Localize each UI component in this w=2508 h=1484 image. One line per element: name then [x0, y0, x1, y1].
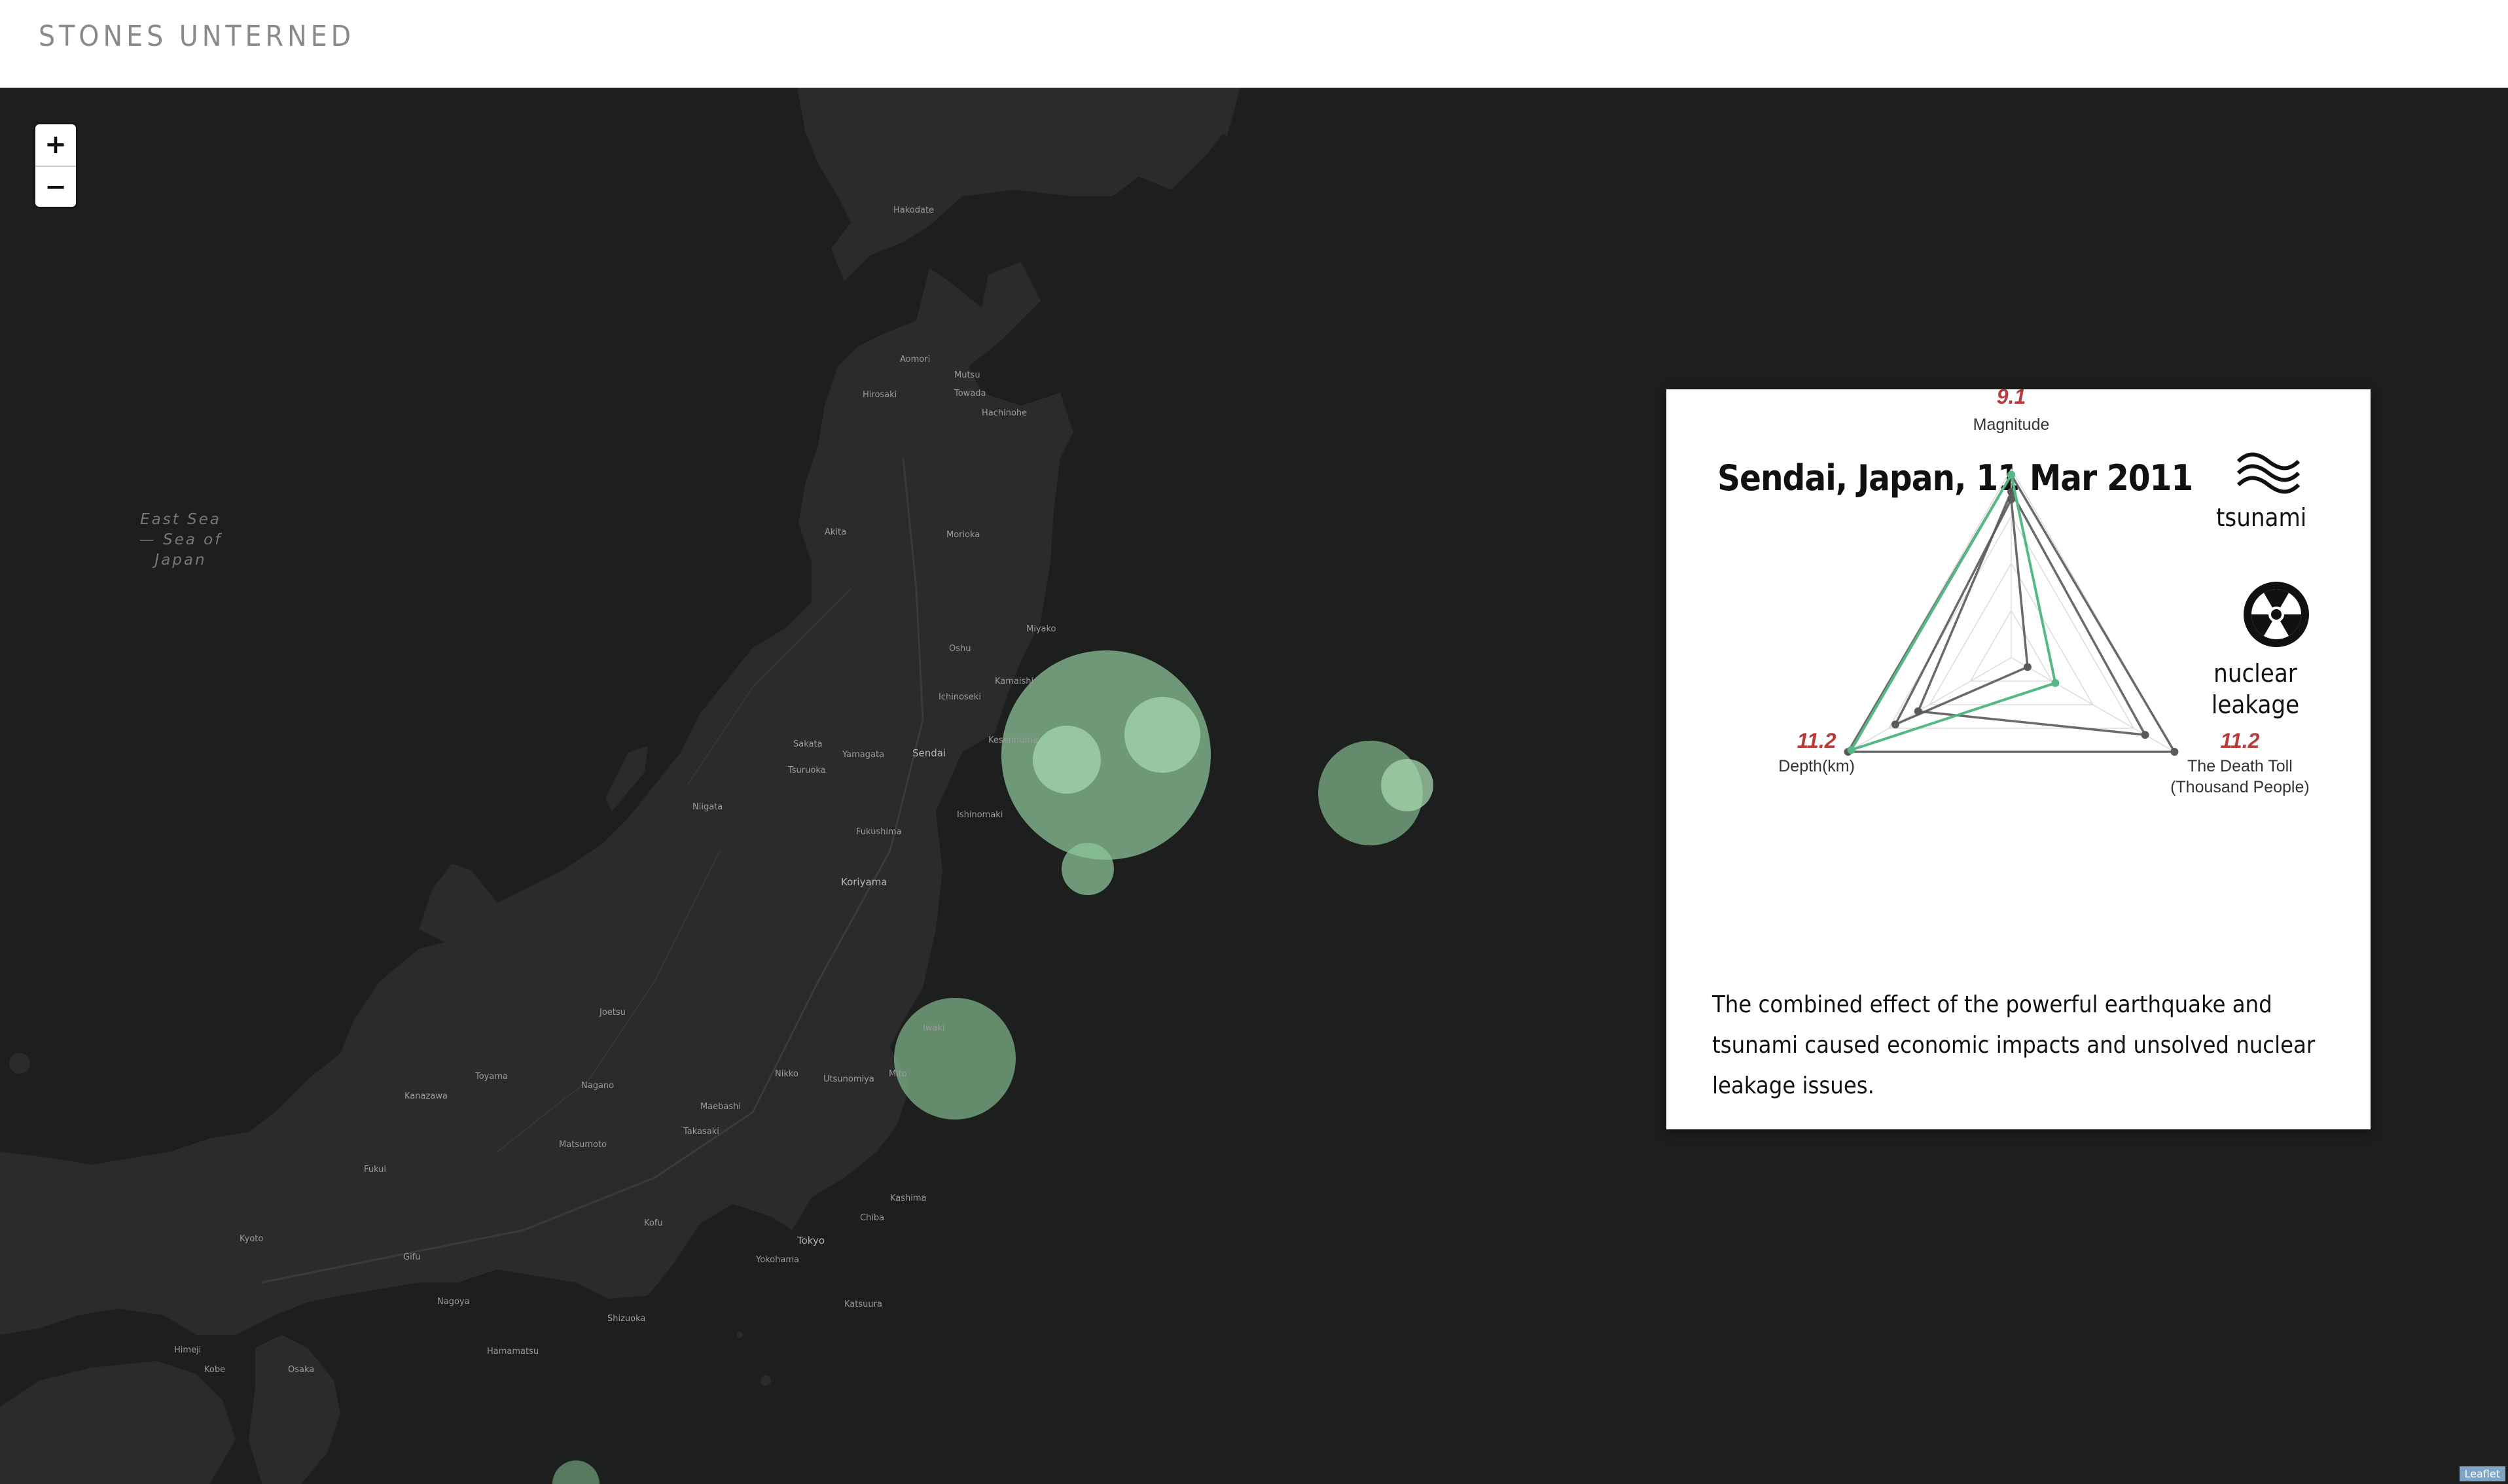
- city-label: Kashima: [890, 1193, 927, 1203]
- radar-grid-ring: [1928, 562, 2094, 705]
- city-label: Akita: [825, 527, 847, 537]
- city-label: Tsuruoka: [788, 766, 826, 775]
- landmass-hokkaido-east: [1216, 88, 1237, 137]
- landmass-hokkaido: [797, 88, 1240, 281]
- radar-axis-label: (Thousand People): [2170, 778, 2310, 796]
- city-label: Toyama: [475, 1072, 508, 1082]
- radar-axis-label: Magnitude: [1973, 415, 2050, 434]
- city-label: Kobe: [204, 1365, 226, 1375]
- city-label: Oshu: [949, 644, 971, 654]
- quake-bubble: [894, 998, 1016, 1120]
- event-info-card: Sendai, Japan, 11 Mar 2011 tsunami nucle…: [1666, 389, 2371, 1129]
- city-label: Osaka: [288, 1365, 315, 1375]
- sea-label: East Sea — Sea of Japan: [139, 511, 223, 569]
- city-label: Nagoya: [437, 1297, 470, 1307]
- radar-grid-spoke: [1848, 657, 2012, 752]
- radar-series-point: [1847, 746, 1855, 754]
- radar-series-polygon: [1893, 495, 2029, 727]
- radiation-icon: [2244, 582, 2309, 647]
- radar-chart: 9.1 Magnitude 11.2 Depth(km) 11.2 The Death T…: [1778, 389, 2310, 796]
- city-label: Kofu: [644, 1218, 663, 1228]
- landmass-shikoku: [0, 1361, 236, 1484]
- city-label: Shizuoka: [607, 1314, 646, 1324]
- event-title: Sendai, Japan, 11 Mar 2011: [1717, 457, 2193, 499]
- city-label: Utsunomiya: [823, 1074, 874, 1084]
- quake-bubble: [1124, 697, 1200, 773]
- radar-series-point: [2170, 748, 2179, 756]
- zoom-in-button[interactable]: +: [35, 124, 76, 167]
- tsunami-label: tsunami: [2216, 503, 2307, 532]
- city-label: Maebashi: [700, 1102, 742, 1112]
- radar-series-polygon: [1848, 471, 2057, 752]
- zoom-control: + −: [35, 124, 76, 207]
- quake-bubble: [1062, 843, 1114, 895]
- radar-series-point: [2141, 731, 2149, 739]
- quake-bubble: [1033, 726, 1101, 794]
- radar-series-polygon: [1916, 489, 2147, 737]
- city-label: Fukui: [364, 1165, 386, 1175]
- radar-axis-label: Depth(km): [1778, 757, 1855, 775]
- radar-value-label: 9.1: [1997, 389, 2026, 408]
- radar-grid-ring: [1888, 515, 2135, 729]
- city-label: Morioka: [946, 530, 980, 540]
- city-label: Nikko: [775, 1069, 798, 1079]
- landmass-kii: [249, 1335, 340, 1484]
- city-label: Matsumoto: [559, 1140, 607, 1150]
- city-label: Iwaki: [923, 1023, 945, 1033]
- radar-series-point: [2007, 495, 2015, 504]
- landmass-noto: [419, 864, 497, 942]
- radar-series-point: [2007, 470, 2015, 479]
- zoom-out-button[interactable]: −: [45, 172, 67, 202]
- city-label: Mutsu: [954, 370, 980, 380]
- radar-value-label: 11.2: [1797, 729, 1836, 752]
- radar-grid-ring: [1969, 609, 2053, 682]
- city-label: Ichinoseki: [939, 692, 981, 702]
- map-attribution[interactable]: Leaflet: [2459, 1466, 2505, 1481]
- city-label: Joetsu: [600, 1008, 626, 1017]
- brand-title[interactable]: STONES UNTERNED: [39, 20, 355, 53]
- tsunami-waves-icon: [2236, 452, 2301, 494]
- city-label: Towada: [954, 389, 986, 398]
- radar-series-point: [1891, 720, 1899, 729]
- city-label: Yokohama: [756, 1255, 800, 1265]
- city-label: Fukushima: [856, 827, 902, 837]
- city-label: Kanazawa: [404, 1091, 448, 1101]
- city-label: Chiba: [860, 1213, 885, 1223]
- landmass-honshu: [0, 262, 1073, 1335]
- top-bar: STONES UNTERNED: [0, 0, 2508, 88]
- city-label: Kamaishi: [995, 677, 1034, 686]
- city-label: Kesennuma: [988, 735, 1038, 745]
- radar-series-point: [2051, 679, 2060, 687]
- city-label: Katsuura: [844, 1299, 882, 1309]
- quake-bubble: [1381, 759, 1433, 811]
- city-label: Sakata: [793, 739, 823, 749]
- city-label: Himeji: [174, 1345, 202, 1355]
- city-label: Hakodate: [893, 205, 935, 215]
- nuclear-leakage-label: nuclear leakage: [2211, 659, 2300, 719]
- landmass-sado: [605, 746, 648, 811]
- radar-series-point: [2023, 663, 2032, 671]
- city-label: Gifu: [403, 1252, 421, 1262]
- city-label: Ishinomaki: [957, 810, 1003, 820]
- city-label: Yamagata: [842, 750, 885, 760]
- map-basemap: [0, 88, 1433, 1484]
- city-label: Nagano: [581, 1081, 615, 1091]
- event-description: The combined effect of the powerful eart…: [1712, 991, 2316, 1099]
- radar-value-label: 11.2: [2220, 729, 2259, 752]
- city-label: Aomori: [900, 355, 931, 364]
- city-label: Mito: [889, 1069, 907, 1079]
- city-label: Hirosaki: [863, 390, 897, 400]
- city-label: Sendai: [912, 747, 946, 759]
- city-label: Hachinohe: [982, 408, 1028, 418]
- city-label: Niigata: [692, 802, 723, 812]
- city-label: Koriyama: [841, 876, 887, 888]
- quake-bubble: [552, 1460, 600, 1484]
- city-label: Tokyo: [797, 1235, 825, 1246]
- city-label: Hamamatsu: [487, 1347, 539, 1356]
- city-label: Takasaki: [683, 1127, 719, 1137]
- city-label: Miyako: [1026, 624, 1056, 634]
- radar-axis-label: The Death Toll: [2187, 757, 2293, 775]
- city-label: Kyoto: [240, 1234, 264, 1244]
